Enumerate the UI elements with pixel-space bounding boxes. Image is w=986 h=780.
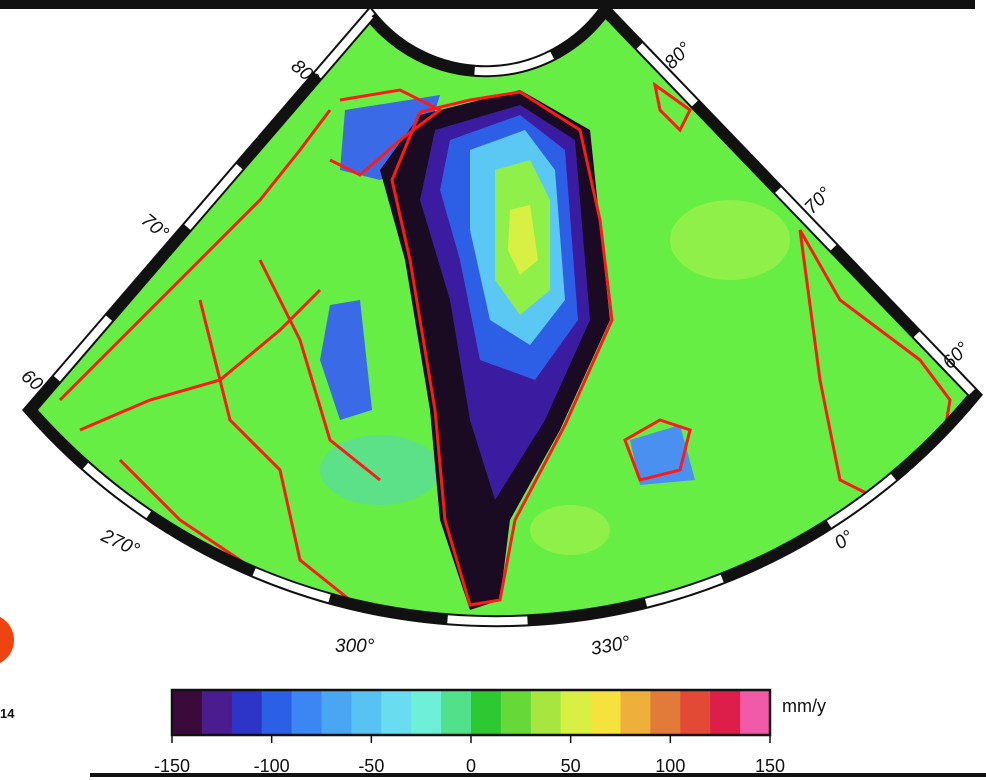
colorbar-cell xyxy=(381,690,412,735)
colorbar-cell xyxy=(471,690,502,735)
colorbar: -150 -100 -50 0 50 100 150 xyxy=(154,688,785,776)
colorbar-tick-label: -50 xyxy=(358,756,384,776)
lon-label: 0° xyxy=(831,526,858,554)
greenland-zone xyxy=(508,205,538,275)
colorbar-cell xyxy=(590,690,621,735)
colorbar-cell xyxy=(650,690,681,735)
map-field xyxy=(30,10,975,622)
colorbar-cell xyxy=(680,690,711,735)
colorbar-tick-label: 50 xyxy=(561,756,581,776)
coastline xyxy=(58,109,381,602)
colorbar-cell xyxy=(321,690,352,735)
colorbar-cell xyxy=(500,690,532,735)
lon-label: 330° xyxy=(589,632,632,660)
colorbar-cell xyxy=(291,690,322,735)
coastline xyxy=(390,90,614,607)
colorbar-cell xyxy=(740,690,771,735)
colorbar-cell xyxy=(710,690,741,735)
anomaly xyxy=(530,505,610,555)
colorbar-tick-label: -150 xyxy=(154,756,190,776)
colorbar-unit: mm/y xyxy=(782,696,826,716)
marker-fragment xyxy=(0,616,14,664)
colorbar-cell xyxy=(560,690,592,735)
coastline xyxy=(329,88,443,177)
side-text: 14 xyxy=(0,706,15,721)
colorbar-cell xyxy=(201,690,233,735)
coastline xyxy=(623,418,692,482)
colorbar-tick-label: 150 xyxy=(755,756,785,776)
colorbar-cell xyxy=(530,690,562,735)
colorbar-tick-label: 0 xyxy=(466,756,476,776)
colorbar-cell xyxy=(231,690,263,735)
lon-label: 300° xyxy=(335,636,375,657)
colorbar-tick-label: -100 xyxy=(254,756,290,776)
ice-loss xyxy=(320,300,372,420)
lat-label: 70° xyxy=(137,210,173,245)
coastline xyxy=(652,81,692,133)
colorbar-cell xyxy=(351,690,382,735)
anomaly xyxy=(320,435,440,505)
top-rule xyxy=(0,0,975,9)
map-frame-ticks xyxy=(24,3,981,626)
bottom-rule xyxy=(90,773,986,777)
colorbar-cell xyxy=(620,690,651,735)
lon-label: 270° xyxy=(97,525,143,561)
colorbar-cell xyxy=(172,690,203,735)
colorbar-cell xyxy=(411,690,442,735)
anomaly xyxy=(670,200,790,280)
colorbar-cell xyxy=(441,690,472,735)
colorbar-tick-label: 100 xyxy=(655,756,685,776)
colorbar-cell xyxy=(261,690,293,735)
